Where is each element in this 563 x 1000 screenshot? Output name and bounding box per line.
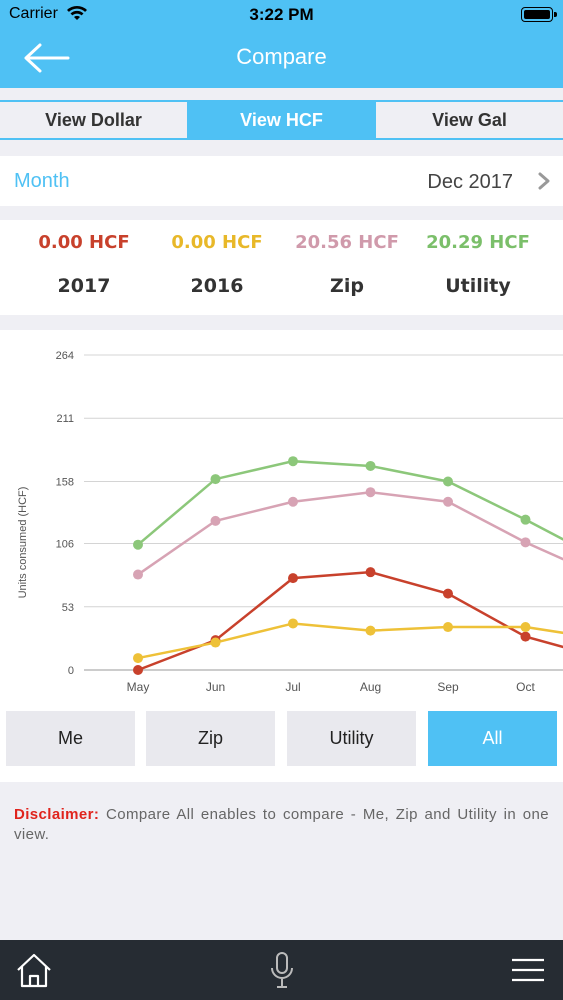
usage-summary: 0.00 HCF 2017 0.00 HCF 2016 20.56 HCF Zip 20.2…: [0, 220, 563, 315]
data-point-2016: [443, 622, 453, 633]
period-label: Month: [14, 170, 70, 192]
filter-button-all[interactable]: All: [428, 711, 557, 766]
period-selector[interactable]: Month Dec 2017: [0, 156, 563, 206]
summary-name: 2016: [190, 275, 244, 297]
unit-tab-view-dollar[interactable]: View Dollar: [0, 102, 187, 138]
series-line-utility: [137, 459, 563, 546]
summary-name: Utility: [445, 275, 511, 297]
filter-button-zip[interactable]: Zip: [146, 711, 275, 766]
data-point-2016: [210, 637, 221, 648]
series-line-2017: [137, 570, 563, 672]
line-chart: 0 53 106 158 211 264 Units consumed (HCF) May Ju…: [17, 350, 563, 694]
data-point-2017: [133, 665, 143, 675]
filter-button-me[interactable]: Me: [6, 711, 135, 766]
data-point-zip: [288, 496, 298, 507]
data-point-zip: [520, 537, 531, 548]
usage-chart: 0 53 106 158 211 264 Units consumed (HCF) May Ju…: [0, 330, 563, 782]
nav-bar: Compare: [0, 30, 563, 88]
summary-amount: 0.00 HCF: [171, 232, 263, 253]
x-tick-label: Jun: [206, 680, 225, 694]
series-line-2016: [137, 622, 563, 660]
y-tick-label: 106: [56, 539, 74, 551]
data-point-utility: [365, 460, 376, 471]
data-point-utility: [133, 539, 143, 550]
y-tick-label: 264: [56, 350, 74, 362]
wifi-icon: [67, 6, 87, 20]
x-tick-label: May: [127, 680, 150, 694]
data-point-2017: [365, 567, 376, 578]
data-point-utility: [520, 514, 531, 525]
data-point-zip: [365, 487, 376, 498]
disclaimer: Disclaimer: Compare All enables to compa…: [14, 805, 549, 845]
tab-bar: [0, 940, 563, 1000]
y-tick-label: 211: [56, 413, 74, 425]
y-axis-title: Units consumed (HCF): [17, 487, 29, 599]
summary-amount: 20.56 HCF: [295, 232, 399, 253]
data-point-2017: [520, 631, 531, 642]
carrier-label: Carrier: [9, 5, 58, 22]
microphone-icon[interactable]: [262, 950, 302, 990]
status-bar: Carrier 3:22 PM: [0, 0, 563, 30]
y-tick-label: 158: [56, 476, 74, 488]
unit-tab-view-hcf[interactable]: View HCF: [187, 102, 375, 138]
summary-item-utility: 20.29 HCF Utility: [413, 232, 543, 297]
summary-amount: 20.29 HCF: [426, 232, 530, 253]
data-point-utility: [443, 476, 453, 487]
data-point-2017: [443, 588, 453, 599]
page-title: Compare: [236, 44, 327, 69]
data-point-utility: [288, 456, 298, 467]
data-point-2017: [288, 573, 298, 584]
summary-amount: 0.00 HCF: [38, 232, 130, 253]
x-tick-label: Aug: [360, 680, 381, 694]
unit-tab-view-gal[interactable]: View Gal: [375, 102, 563, 138]
data-point-2016: [365, 625, 376, 636]
data-point-2016: [520, 622, 531, 633]
disclaimer-label: Disclaimer:: [14, 806, 100, 823]
period-value: Dec 2017: [427, 171, 513, 193]
data-point-zip: [443, 496, 453, 507]
summary-item-zip: 20.56 HCF Zip: [282, 232, 412, 297]
x-tick-label: Oct: [516, 680, 535, 694]
battery-icon: [521, 7, 557, 22]
summary-item-2016: 0.00 HCF 2016: [152, 232, 282, 297]
data-point-2016: [133, 653, 143, 664]
home-icon[interactable]: [14, 950, 54, 990]
x-tick-label: Sep: [437, 680, 459, 694]
summary-item-2017: 0.00 HCF 2017: [19, 232, 149, 297]
y-tick-label: 0: [68, 665, 74, 677]
disclaimer-text: Compare All enables to compare - Me, Zip…: [14, 806, 549, 843]
filter-button-utility[interactable]: Utility: [287, 711, 416, 766]
y-tick-label: 53: [62, 602, 74, 614]
data-point-zip: [133, 569, 143, 580]
menu-icon[interactable]: [508, 950, 548, 990]
unit-segmented-control: View Dollar View HCF View Gal: [0, 100, 563, 140]
compare-filters: Me Zip Utility All: [6, 711, 558, 767]
clock: 3:22 PM: [249, 5, 314, 24]
series-line-zip: [137, 490, 563, 576]
data-point-utility: [210, 474, 221, 485]
back-arrow-icon[interactable]: [22, 40, 72, 76]
data-point-2016: [288, 618, 298, 629]
x-tick-label: Jul: [285, 680, 300, 694]
data-point-zip: [210, 515, 221, 526]
summary-name: Zip: [330, 275, 364, 297]
chevron-right-icon[interactable]: [537, 171, 551, 191]
summary-name: 2017: [57, 275, 111, 297]
